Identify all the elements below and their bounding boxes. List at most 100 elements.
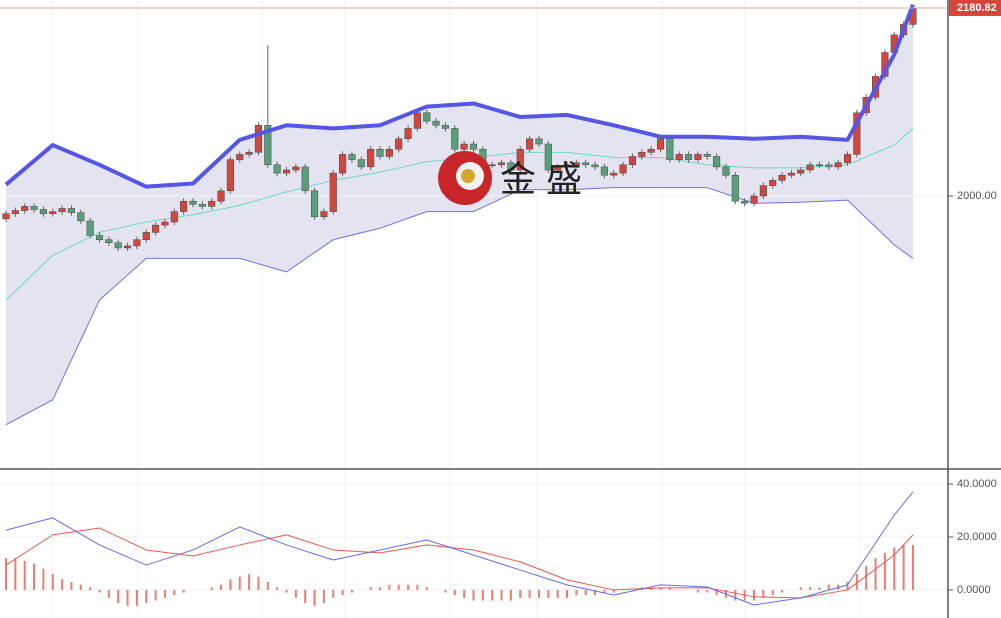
candle-body (423, 112, 431, 122)
candle-body (675, 154, 683, 160)
candle-body (769, 180, 777, 186)
candle-body (694, 154, 702, 160)
candle-body (441, 125, 449, 129)
candle-body (591, 164, 599, 168)
candle-body (395, 138, 403, 150)
candle-body (339, 154, 347, 174)
candle-body (619, 164, 627, 174)
candle-body (301, 166, 309, 192)
candle-body (825, 164, 833, 168)
candle-body (367, 148, 375, 168)
candle-body (582, 162, 590, 166)
candle-body (30, 206, 38, 210)
candle-body (535, 138, 543, 145)
candle-body (656, 138, 665, 150)
candle-body (311, 190, 319, 218)
candle-body (731, 174, 739, 202)
candle-body (292, 166, 300, 171)
candle-body (86, 220, 94, 236)
candle-body (142, 232, 150, 240)
candle-body (787, 172, 795, 176)
candle-body (628, 156, 637, 166)
candle-body (124, 245, 132, 249)
candle-body (666, 138, 674, 160)
candle-body (563, 164, 571, 168)
candle-body (329, 172, 337, 212)
candle-body (638, 152, 646, 157)
candle-body (2, 213, 10, 220)
candle-body (834, 162, 842, 168)
candle-body (498, 162, 506, 166)
candle-body (320, 211, 328, 218)
candle-body (208, 200, 216, 207)
candle-body (404, 128, 412, 140)
candle-body (685, 154, 693, 160)
candle-body (67, 208, 76, 213)
y-tick-label: 20.0000 (957, 531, 997, 543)
candle-body (610, 172, 618, 176)
candle-body (11, 210, 19, 214)
candle-body (152, 224, 160, 233)
candle-body (357, 159, 365, 168)
candle-body (95, 235, 104, 240)
candle-body (526, 138, 534, 150)
dif-line (5, 491, 914, 606)
lower-band (5, 187, 914, 426)
candle-body (170, 211, 178, 223)
candle-body (236, 154, 244, 160)
candle-body (49, 211, 57, 214)
candle-body (58, 208, 66, 212)
candle-body (713, 156, 721, 168)
candle-body (114, 242, 122, 249)
watermark-text: 金 盛 (500, 159, 582, 200)
candle-body (741, 200, 749, 204)
candle-body (544, 143, 552, 171)
candle-body (385, 148, 393, 157)
macd-pane (0, 483, 948, 606)
candle-body (722, 166, 730, 176)
candle-body (198, 204, 206, 207)
candle-body (703, 154, 711, 157)
candle-body (853, 112, 861, 155)
last-price-box (949, 0, 1001, 16)
y-tick-label: 40.0000 (957, 478, 997, 490)
y-tick-label: 2000.00 (957, 190, 997, 202)
v-grid (51, 0, 861, 618)
candle-body (572, 162, 580, 166)
candle-body (39, 209, 47, 214)
candle-body (451, 128, 459, 150)
candle-body (460, 143, 468, 150)
candle-body (217, 190, 225, 202)
candle-body (600, 166, 608, 176)
candle-body (226, 159, 234, 192)
candle-body (105, 239, 113, 244)
candle-body (133, 239, 141, 247)
candle-body (189, 200, 197, 205)
candle-body (759, 185, 767, 197)
candle-body (797, 169, 805, 174)
candle-body (413, 112, 421, 129)
candle-body (554, 166, 562, 171)
upper-band (4, 3, 915, 189)
candle-body (180, 200, 188, 212)
candle-body (348, 154, 356, 160)
candle-body (778, 174, 786, 181)
y-tick-label: 0.0000 (957, 584, 991, 596)
candle-body (432, 120, 440, 126)
candle-body (815, 164, 824, 167)
price-pane (0, 3, 948, 426)
candle-body (254, 125, 262, 153)
candle-body (282, 169, 291, 174)
candle-body (750, 195, 758, 204)
candle-body (647, 148, 655, 153)
dea-line (5, 527, 914, 599)
band-fill (6, 4, 913, 425)
candle-body (507, 162, 515, 171)
candle-body (488, 164, 496, 167)
candle-body (273, 164, 281, 174)
price-axis: 2180.82 2000.00 40.0000 20.0000 0.0000 (948, 0, 1001, 596)
candle-body (21, 206, 29, 211)
candle-body (469, 143, 478, 150)
